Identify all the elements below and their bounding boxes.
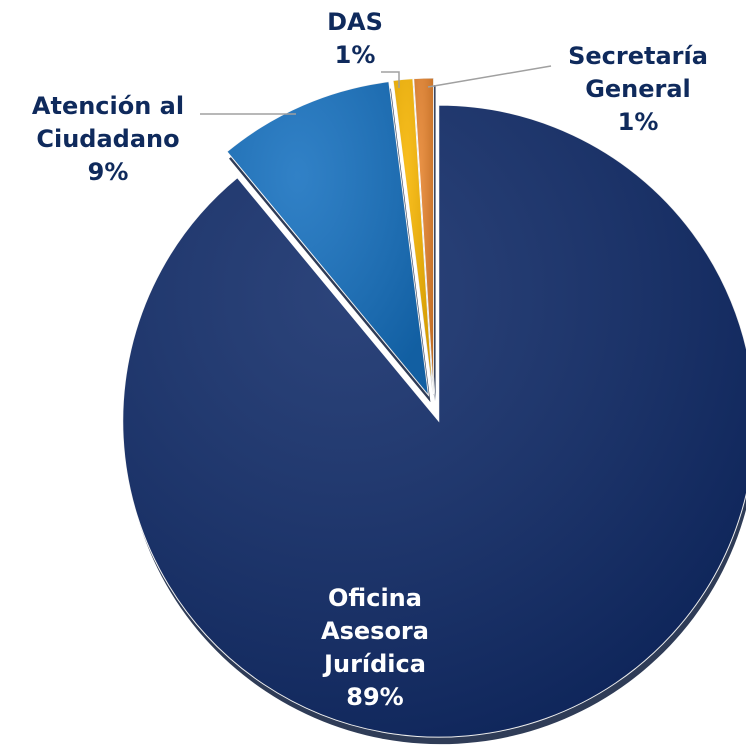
slice-label: Oficina Asesora Jurídica 89% bbox=[285, 582, 465, 714]
category-label: DAS bbox=[327, 8, 383, 36]
value-label: 1% bbox=[617, 108, 659, 136]
slice-shade bbox=[227, 81, 429, 396]
leader-line bbox=[427, 65, 552, 88]
value-label: 9% bbox=[87, 158, 129, 186]
slice-shade bbox=[393, 78, 433, 395]
slice-shade bbox=[122, 105, 746, 738]
slice-label: DAS 1% bbox=[300, 6, 410, 72]
category-label: Oficina Asesora Jurídica bbox=[321, 584, 429, 678]
slice-label: Secretaría General 1% bbox=[540, 40, 736, 139]
leader-line bbox=[381, 71, 400, 88]
slice-label: Atención al Ciudadano 9% bbox=[8, 90, 208, 189]
slice-shade bbox=[413, 78, 434, 395]
category-label: Atención al Ciudadano bbox=[31, 92, 185, 153]
value-label: 1% bbox=[334, 41, 376, 69]
category-label: Secretaría General bbox=[568, 42, 708, 103]
value-label: 89% bbox=[346, 683, 404, 711]
